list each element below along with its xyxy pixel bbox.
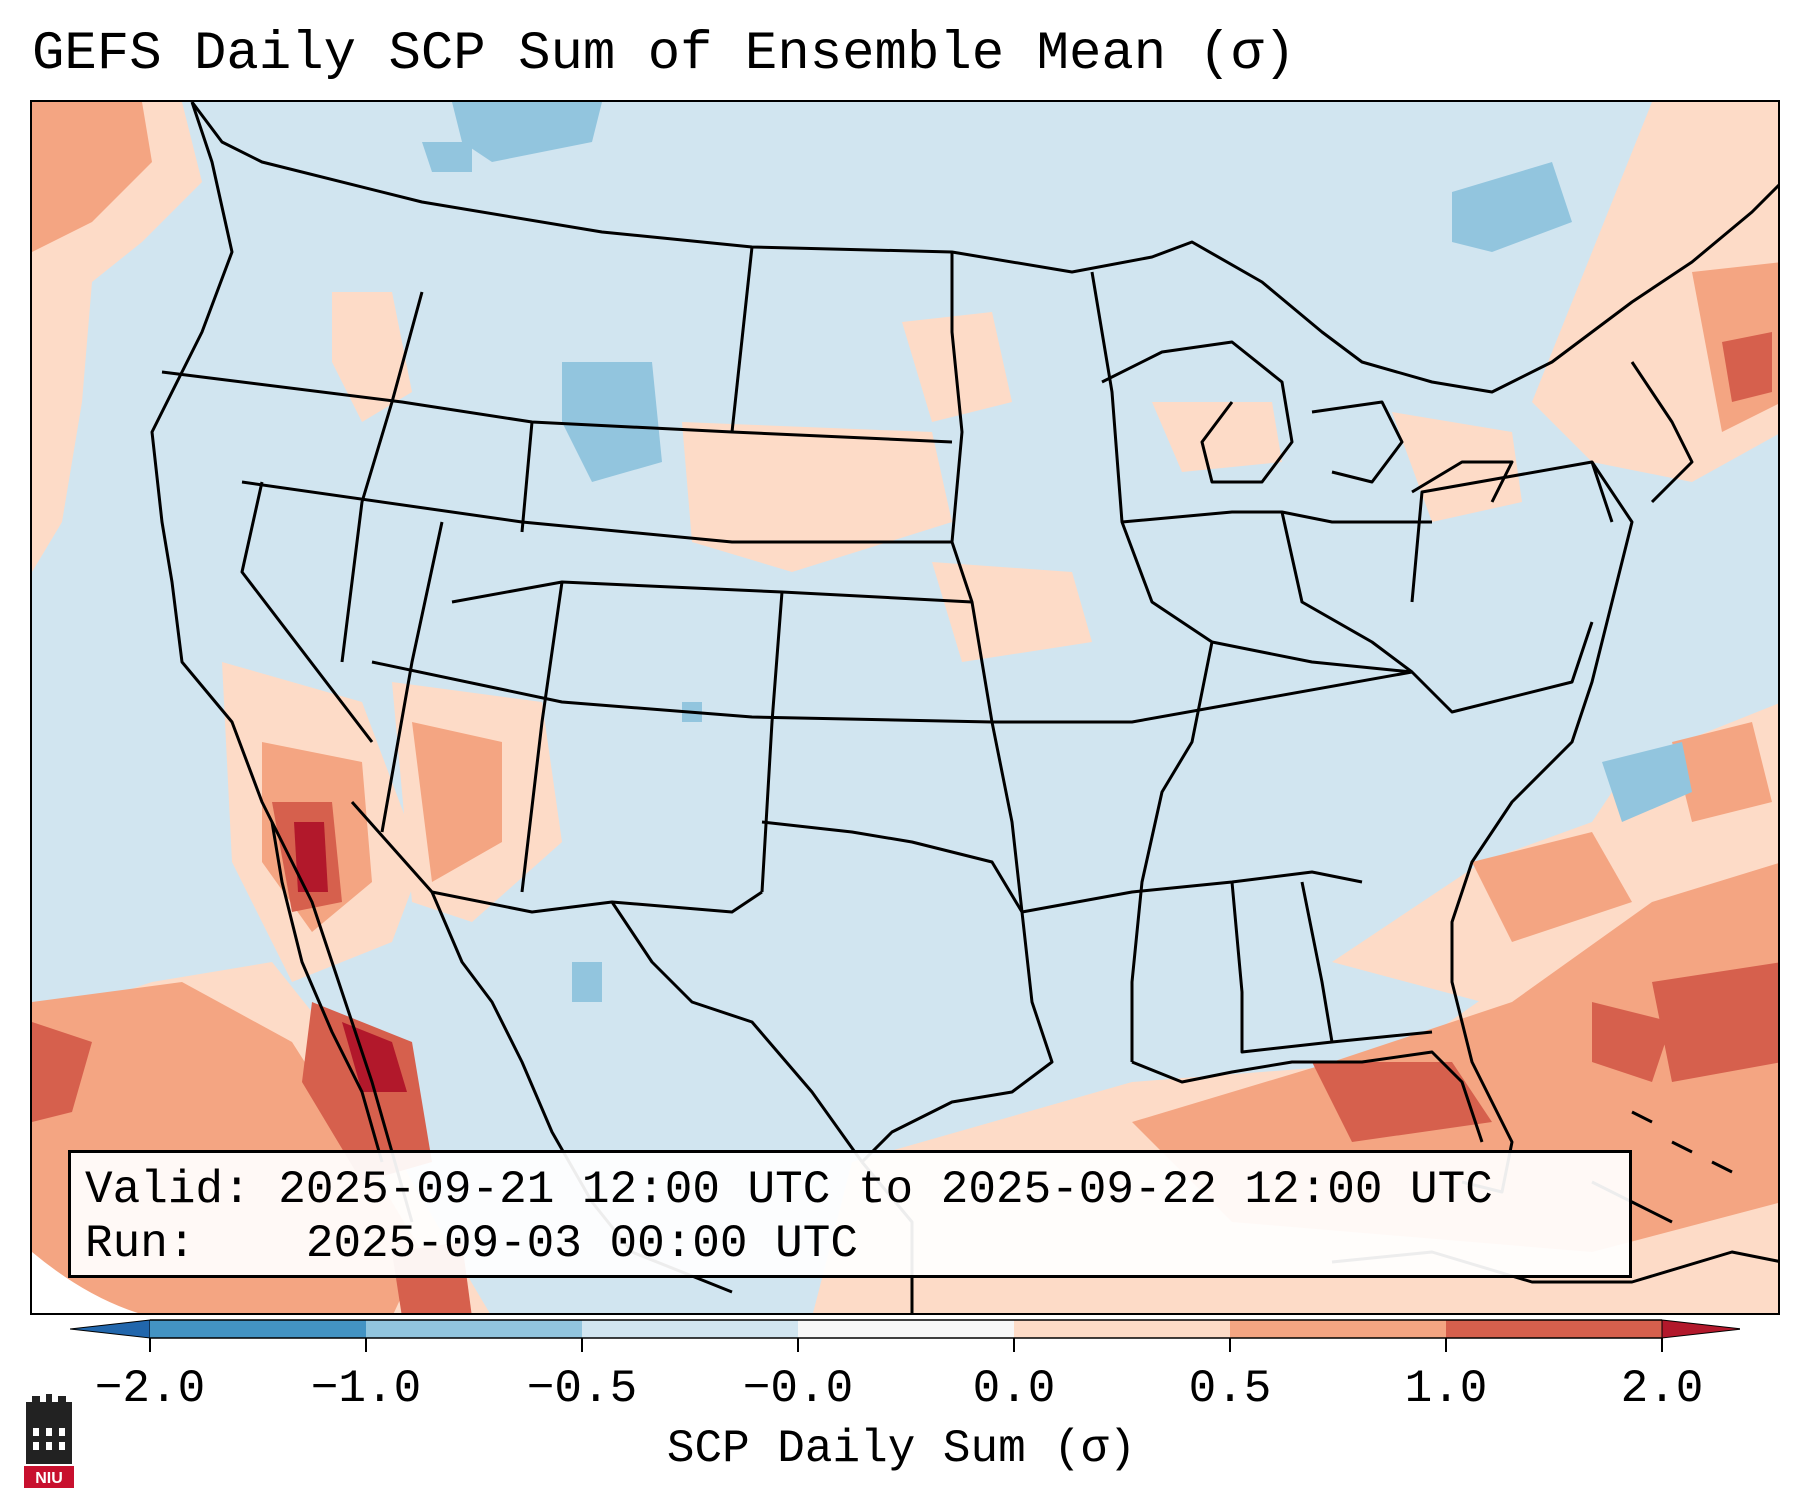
map-canvas: [32, 102, 1778, 1313]
negative-anomaly-shading: [422, 102, 1692, 1002]
valid-run-info-box: Valid: 2025-09-21 12:00 UTC to 2025-09-2…: [68, 1150, 1632, 1278]
colorbar-tick-label: 1.0: [1404, 1363, 1488, 1415]
colorbar-tick-label: −2.0: [94, 1363, 206, 1415]
map-title: GEFS Daily SCP Sum of Ensemble Mean (σ): [32, 24, 1296, 85]
colorbar-ticks: [149, 1338, 1663, 1352]
colorbar-bin: [366, 1320, 582, 1338]
colorbar-bin: [150, 1320, 366, 1338]
colorbar-tick-label: 2.0: [1620, 1363, 1704, 1415]
run-label: Run:: [85, 1218, 196, 1270]
colorbar: [70, 1319, 1740, 1352]
colorbar-segments: [70, 1319, 1740, 1339]
colorbar-tick-label: −0.0: [742, 1363, 854, 1415]
valid-label: Valid:: [85, 1164, 251, 1216]
logo-text: NIU: [35, 1470, 63, 1487]
state-boundaries: [150, 102, 1778, 1313]
colorbar-under-extension: [70, 1319, 151, 1339]
colorbar-bin: [1446, 1320, 1662, 1338]
colorbar-label: SCP Daily Sum (σ): [666, 1423, 1137, 1475]
colorbar-tick-label: −0.5: [526, 1363, 638, 1415]
colorbar-bin: [1014, 1320, 1230, 1338]
valid-value: 2025-09-21 12:00 UTC to 2025-09-22 12:00…: [278, 1164, 1493, 1216]
colorbar-bin: [582, 1320, 798, 1338]
colorbar-bin: [798, 1320, 1014, 1338]
niu-logo-icon: NIU: [24, 1394, 74, 1488]
scp-map: [30, 100, 1780, 1315]
colorbar-bin: [1230, 1320, 1446, 1338]
projection-edge: [32, 1252, 139, 1313]
colorbar-tick-label: 0.0: [972, 1363, 1056, 1415]
colorbar-tick-label: −1.0: [310, 1363, 422, 1415]
run-value: 2025-09-03 00:00 UTC: [305, 1218, 858, 1270]
colorbar-over-extension: [1661, 1319, 1740, 1339]
colorbar-tick-label: 0.5: [1188, 1363, 1272, 1415]
colorbar-outline: [150, 1319, 1662, 1339]
